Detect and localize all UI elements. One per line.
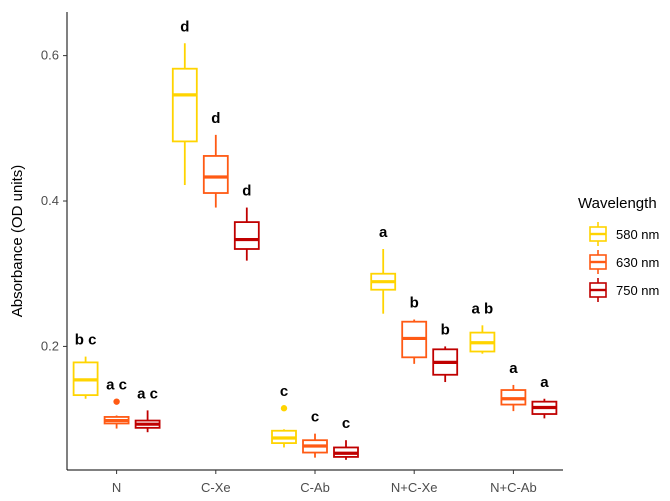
significance-label: c <box>280 383 288 400</box>
box-750nm-N+C-Xe <box>432 346 459 383</box>
box-630nm-C-Xe <box>202 134 229 208</box>
outlier-point <box>280 405 288 412</box>
box-580nm-N+C-Ab <box>469 325 496 354</box>
significance-label: a c <box>137 385 158 402</box>
outlier-point <box>113 398 120 405</box>
box-750nm-N <box>134 410 161 433</box>
y-axis-title: Absorbance (OD units) <box>9 165 26 318</box>
legend-entry: 750 nm <box>589 278 659 302</box>
box-630nm-N+C-Ab <box>500 384 527 412</box>
significance-label: d <box>211 110 220 127</box>
significance-label: a b <box>472 300 494 317</box>
box-rect <box>171 67 198 143</box>
legend-label: 630 nm <box>616 255 659 270</box>
x-tick-label: N+C-Xe <box>391 480 438 495</box>
significance-label: c <box>311 409 319 426</box>
significance-label: b c <box>75 332 97 349</box>
significance-label: a <box>379 224 388 241</box>
box-630nm-C-Ab <box>302 433 328 458</box>
box-580nm-N <box>72 356 99 399</box>
box-580nm-N+C-Xe <box>370 248 397 314</box>
significance-labels: b c d c a a b a c d c b a a c d c b a <box>75 18 549 432</box>
significance-label: a <box>540 374 549 391</box>
legend-label: 750 nm <box>616 283 659 298</box>
significance-label: a c <box>106 377 127 394</box>
significance-label: b <box>410 295 419 312</box>
significance-label: a <box>509 360 518 377</box>
significance-label: c <box>342 415 350 432</box>
box-rect <box>233 221 260 250</box>
legend-label: 580 nm <box>616 227 659 242</box>
legend-title: Wavelength <box>578 195 657 212</box>
y-tick-label: 0.6 <box>41 48 59 63</box>
legend-entry: 630 nm <box>589 250 659 274</box>
x-tick-label: C-Xe <box>201 480 231 495</box>
significance-label: b <box>441 321 450 338</box>
x-tick-label: C-Ab <box>300 480 330 495</box>
box-750nm-N+C-Ab <box>531 398 558 419</box>
box-580nm-C-Ab <box>271 405 297 448</box>
box-630nm-N+C-Xe <box>401 319 428 364</box>
box-750nm-C-Ab <box>333 440 359 460</box>
y-tick-label: 0.4 <box>41 193 59 208</box>
significance-label: d <box>242 183 251 200</box>
y-tick-label: 0.2 <box>41 338 59 353</box>
axes: Absorbance (OD units) 0.2 0.4 0.6 N C-Xe C-Ab… <box>9 12 563 495</box>
significance-label: d <box>180 18 189 35</box>
x-tick-label: N <box>112 480 121 495</box>
box-rect <box>202 155 229 194</box>
box-580nm-C-Xe <box>171 43 198 186</box>
box-630nm-N <box>103 398 130 429</box>
legend: Wavelength 580 nm 630 nm 750 nm <box>578 195 659 302</box>
x-tick-label: N+C-Ab <box>490 480 537 495</box>
box-750nm-C-Xe <box>233 207 260 261</box>
legend-entry: 580 nm <box>589 222 659 246</box>
plot-area <box>72 43 558 460</box>
